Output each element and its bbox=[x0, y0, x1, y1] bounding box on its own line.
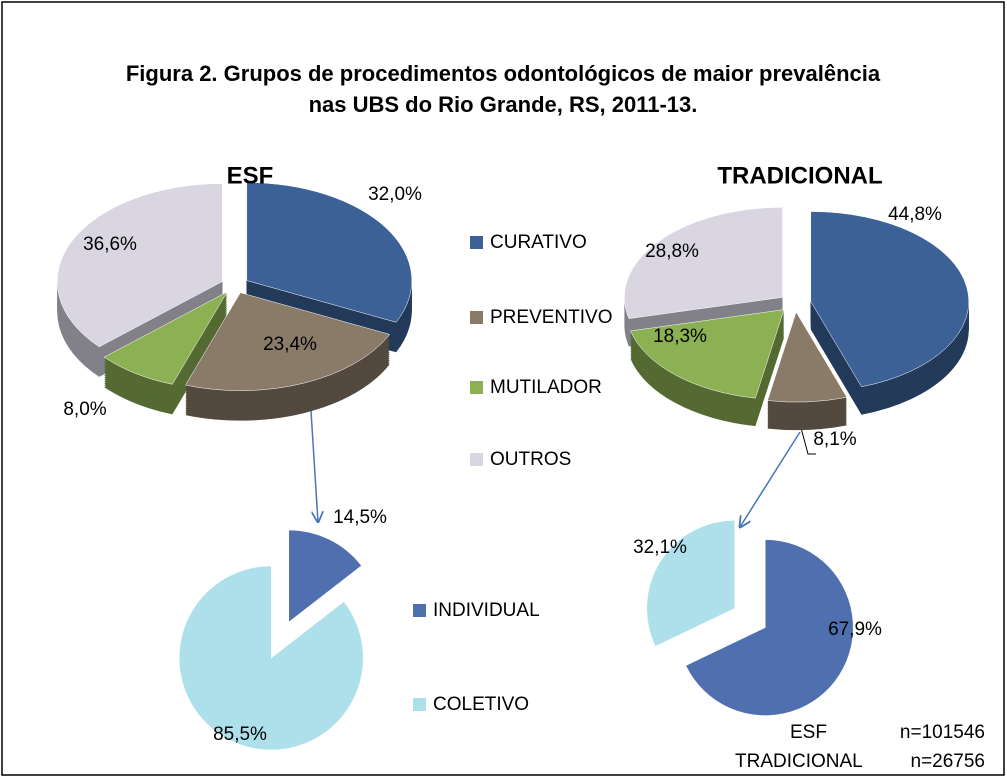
figure-title: Figura 2. Grupos de procedimentos odonto… bbox=[126, 61, 881, 86]
legend-label: MUTILADOR bbox=[490, 377, 602, 398]
arrow bbox=[740, 431, 801, 527]
legend-swatch bbox=[470, 381, 483, 394]
pie-title: ESF bbox=[227, 162, 274, 189]
leader-line bbox=[799, 423, 816, 455]
legend-label: CURATIVO bbox=[490, 232, 587, 253]
slice bbox=[624, 207, 783, 319]
figure-title: nas UBS do Rio Grande, RS, 2011-13. bbox=[309, 92, 698, 117]
data-label: 8,1% bbox=[813, 429, 856, 450]
note-label: TRADICIONAL bbox=[735, 751, 863, 772]
legend-label: INDIVIDUAL bbox=[433, 600, 540, 621]
slice bbox=[288, 529, 362, 623]
legend-label: OUTROS bbox=[490, 449, 571, 470]
note-text: n=26756 bbox=[911, 751, 986, 772]
note-label: ESF bbox=[790, 722, 827, 743]
slice bbox=[810, 211, 970, 388]
legend-swatch bbox=[470, 236, 483, 249]
slice bbox=[103, 291, 228, 385]
data-label: 23,4% bbox=[263, 334, 317, 355]
legend-label: COLETIVO bbox=[433, 694, 529, 715]
slice bbox=[767, 311, 848, 403]
data-label: 32,1% bbox=[633, 537, 687, 558]
data-label: 85,5% bbox=[213, 724, 267, 745]
data-label: 14,5% bbox=[333, 507, 387, 528]
data-label: 8,0% bbox=[63, 399, 106, 420]
legend-label: PREVENTIVO bbox=[490, 307, 612, 328]
arrow bbox=[309, 394, 318, 522]
legend-swatch bbox=[413, 698, 426, 711]
slice bbox=[685, 539, 854, 716]
slice bbox=[185, 292, 391, 391]
legend-swatch bbox=[470, 453, 483, 466]
slice bbox=[630, 309, 785, 399]
slice bbox=[57, 183, 223, 348]
slice bbox=[646, 520, 736, 647]
data-label: 18,3% bbox=[653, 326, 707, 347]
data-label: 67,9% bbox=[828, 619, 882, 640]
note-text: n=101546 bbox=[900, 722, 985, 743]
data-label: 32,0% bbox=[368, 184, 422, 205]
legend-swatch bbox=[413, 604, 426, 617]
legend-swatch bbox=[470, 311, 483, 324]
data-label: 36,6% bbox=[83, 234, 137, 255]
data-label: 28,8% bbox=[645, 241, 699, 262]
slice bbox=[178, 565, 364, 751]
data-label: 44,8% bbox=[888, 204, 942, 225]
slice bbox=[246, 182, 413, 323]
pie-title: TRADICIONAL bbox=[717, 162, 882, 189]
